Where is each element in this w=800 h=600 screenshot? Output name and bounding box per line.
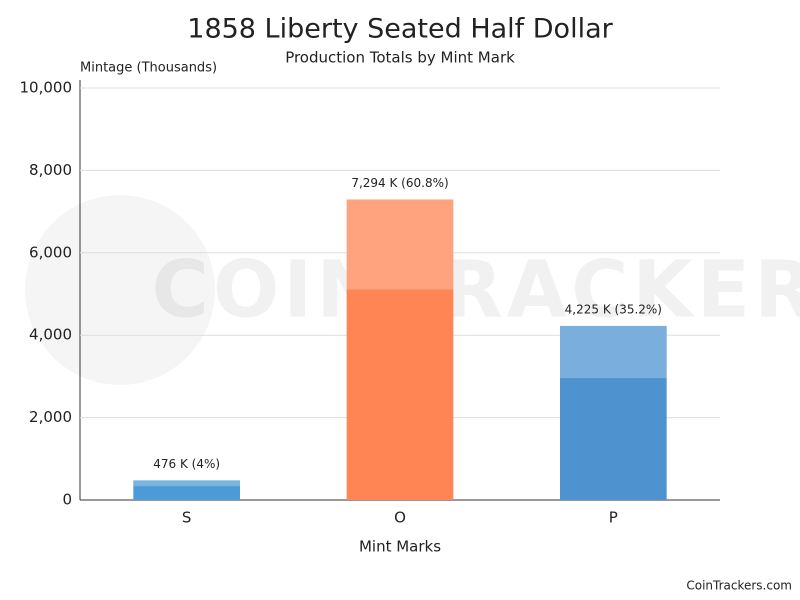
bar xyxy=(133,480,240,500)
watermark-logo xyxy=(25,195,215,385)
y-tick-label: 2,000 xyxy=(29,408,72,426)
chart-subtitle: Production Totals by Mint Mark xyxy=(285,49,515,67)
bar-shine xyxy=(346,199,454,290)
watermark: COINTRACKERS xyxy=(152,245,800,335)
x-axis-label: Mint Marks xyxy=(359,538,441,556)
data-label: 7,294 K (60.8%) xyxy=(351,176,448,190)
bar-shine xyxy=(133,480,240,487)
x-tick-label: P xyxy=(609,509,618,527)
source: CoinTrackers.com xyxy=(686,579,792,593)
y-tick-label: 10,000 xyxy=(20,79,73,97)
bar xyxy=(346,199,454,501)
y-tick-label: 0 xyxy=(62,491,72,509)
x-tick-label: S xyxy=(182,509,192,527)
y-tick-label: 4,000 xyxy=(29,326,72,344)
bar-shine xyxy=(560,325,667,379)
data-label: 476 K (4%) xyxy=(153,457,220,471)
chart-title: 1858 Liberty Seated Half Dollar xyxy=(187,14,613,45)
y-tick-label: 6,000 xyxy=(29,243,72,261)
data-label: 4,225 K (35.2%) xyxy=(565,302,662,316)
bar xyxy=(560,325,667,500)
x-tick-label: O xyxy=(394,509,406,527)
y-axis-label: Mintage (Thousands) xyxy=(80,61,217,76)
y-tick-label: 8,000 xyxy=(29,161,72,179)
